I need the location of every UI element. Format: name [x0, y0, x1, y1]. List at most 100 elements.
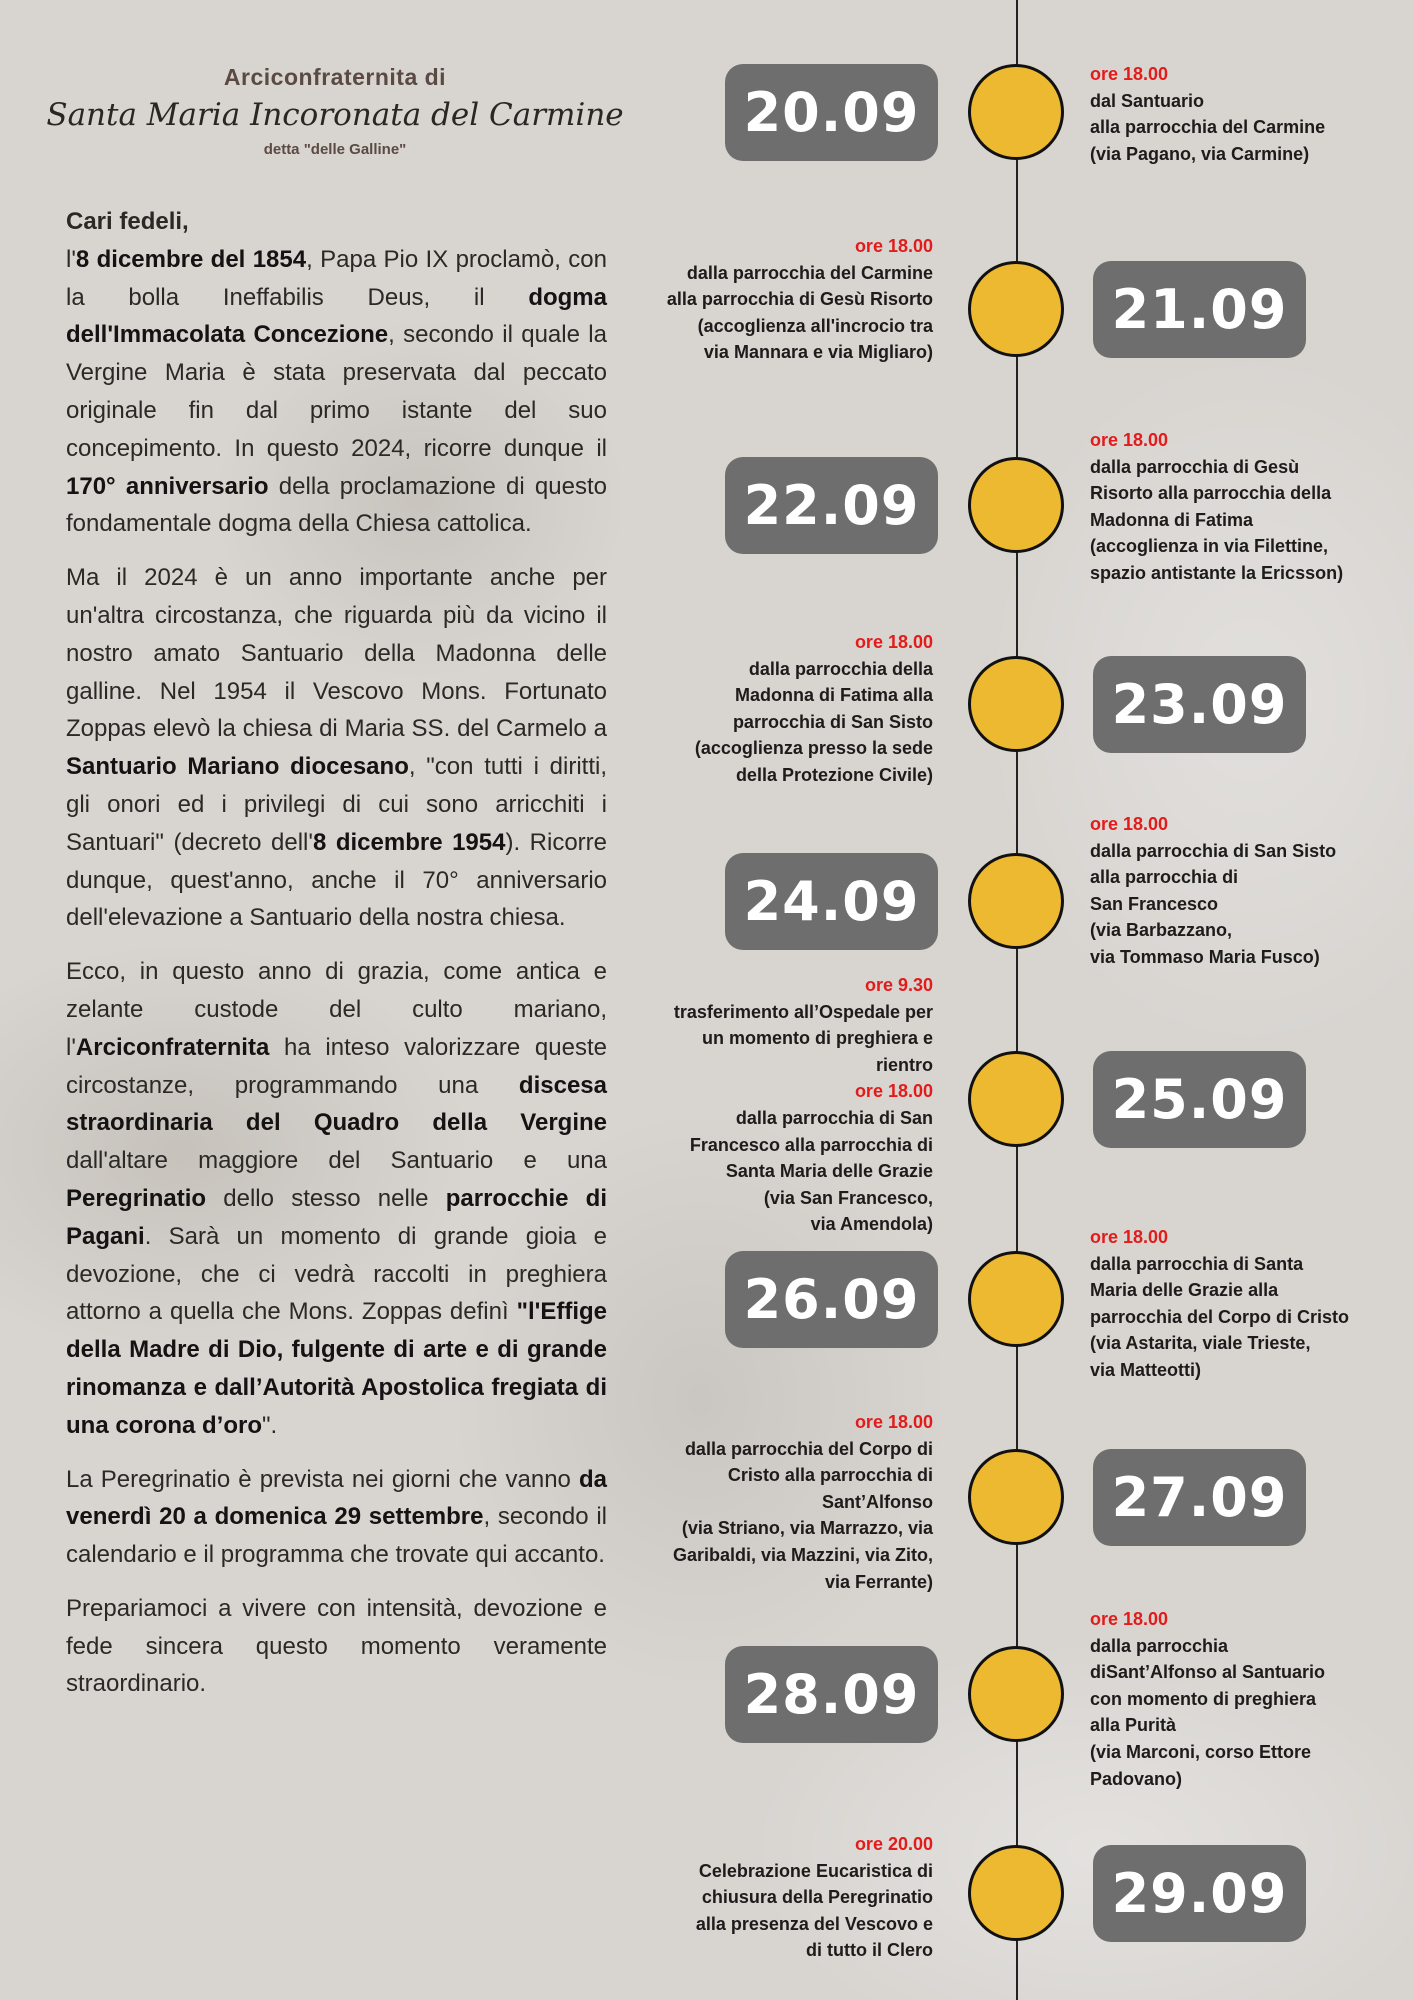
event-time: ore 18.00 — [1090, 64, 1169, 84]
timeline-dot — [968, 261, 1064, 357]
event-text-line: dalla parrocchia della — [748, 658, 933, 679]
letter-body: Cari fedeli, l'8 dicembre del 1854, Papa… — [66, 203, 607, 1719]
text-run: , secondo il calendario e il programma c… — [66, 1503, 608, 1569]
timeline-dot — [968, 853, 1064, 949]
event-time: ore 18.00 — [854, 1081, 933, 1102]
event-text-line: dalla parrocchia di San Sisto — [1090, 840, 1337, 861]
text-run: l' — [66, 245, 76, 273]
letter-paragraphs: l'8 dicembre del 1854, Papa Pio IX procl… — [66, 241, 607, 1703]
event-text-line: parrocchia di San Sisto — [732, 711, 933, 732]
event-text-line: dalla parrocchia del Corpo di — [684, 1438, 933, 1459]
timeline-dot — [968, 457, 1064, 553]
event-time: ore 18.00 — [854, 632, 933, 652]
date-badge: 28.09 — [725, 1646, 938, 1743]
event-text-line: via Mannara e via Migliaro) — [703, 342, 933, 363]
text-run: , Papa Pio IX proclamò, con la bolla Ine… — [66, 245, 607, 311]
event-time: ore 18.00 — [854, 1412, 933, 1432]
timeline-dot — [968, 1449, 1064, 1545]
event-text-line: dalla parrocchia di Santa — [1090, 1253, 1304, 1274]
date-badge: 23.09 — [1093, 656, 1306, 753]
event-text-line: diSant’Alfonso al Santuario — [1090, 1662, 1326, 1683]
event-text-line: rientro — [875, 1054, 933, 1075]
event-text-line: (accoglienza presso la sede — [694, 738, 933, 759]
text-run: Prepariamoci a vivere con intensità, dev… — [66, 1594, 607, 1698]
event-text-line: alla Purità — [1090, 1715, 1177, 1736]
bold-text: parrocchie di Pagani — [66, 1184, 608, 1250]
event-text-line: trasferimento all’Ospedale per — [673, 1001, 933, 1022]
date-badge: 27.09 — [1093, 1449, 1306, 1546]
event-description: ore 18.00 dalla parrocchia della Madonna d… — [613, 629, 933, 789]
event-text-line: (via Astarita, viale Trieste, — [1090, 1333, 1311, 1354]
date-badge: 21.09 — [1093, 261, 1306, 358]
event-text-line: Celebrazione Eucaristica di — [698, 1860, 933, 1881]
date-badge: 22.09 — [725, 457, 938, 554]
event-text-line: Padovano) — [1090, 1768, 1183, 1789]
event-text-line: con momento di preghiera — [1090, 1688, 1317, 1709]
event-text-line: (accoglienza all'incrocio tra — [697, 315, 933, 336]
letter-paragraph: Ecco, in questo anno di grazia, come ant… — [66, 953, 607, 1444]
date-badge: 29.09 — [1093, 1845, 1306, 1942]
event-time: ore 18.00 — [1090, 1609, 1169, 1629]
event-text-line: chiusura della Peregrinatio — [701, 1887, 933, 1908]
date-badge: 20.09 — [725, 64, 938, 161]
event-text-line: Risorto alla parrocchia della — [1090, 483, 1332, 504]
event-text-line: (via Striano, via Marrazzo, via — [681, 1518, 933, 1539]
event-text-line: alla parrocchia del Carmine — [1090, 117, 1326, 138]
text-run: ha inteso valorizzare queste circostanze… — [66, 1033, 607, 1099]
header-subtitle: detta "delle Galline" — [263, 141, 407, 158]
timeline-line — [1016, 0, 1018, 2000]
event-text-line: dalla parrocchia di San — [735, 1107, 933, 1128]
timeline-dot — [968, 1251, 1064, 1347]
event-text-line: dal Santuario — [1090, 90, 1205, 111]
bold-text: "l'Effige della Madre di Dio, fulgente d… — [66, 1298, 607, 1439]
bold-text: dogma dell'Immacolata Concezione — [66, 283, 607, 349]
event-text-line: Garibaldi, via Mazzini, via Zito, — [672, 1544, 933, 1565]
header-title: Santa Maria Incoronata del Carmine — [46, 97, 624, 133]
text-run: ". — [262, 1411, 278, 1439]
event-text-line: Francesco alla parrocchia di — [689, 1134, 933, 1155]
event-time: ore 18.00 — [1090, 430, 1169, 450]
event-text-line: Madonna di Fatima — [1090, 509, 1254, 530]
event-text-line: di tutto il Clero — [806, 1940, 933, 1961]
letter-paragraph: La Peregrinatio è prevista nei giorni ch… — [66, 1461, 607, 1574]
event-text-line: alla parrocchia di — [1090, 867, 1239, 888]
event-text-line: parrocchia del Corpo di Cristo — [1090, 1306, 1350, 1327]
event-text-line: (via San Francesco, — [763, 1187, 933, 1208]
event-text-line: Maria delle Grazie alla — [1090, 1280, 1279, 1301]
text-run: La Peregrinatio è prevista nei giorni ch… — [66, 1465, 579, 1493]
bold-text: Arciconfraternita — [75, 1033, 270, 1061]
event-text-line: (via Pagano, via Carmine) — [1090, 143, 1310, 164]
letter-paragraph: Prepariamoci a vivere con intensità, dev… — [66, 1590, 607, 1703]
event-text-line: della Protezione Civile) — [735, 764, 933, 785]
bold-text: discesa straordinaria del Quadro della V… — [66, 1071, 607, 1137]
event-text-line: (accoglienza in via Filettine, — [1090, 536, 1329, 557]
timeline-dot — [968, 656, 1064, 752]
event-description: ore 18.00 dalla parrocchia di San Sisto al… — [1090, 811, 1410, 971]
event-text-line: alla presenza del Vescovo e — [695, 1913, 933, 1934]
date-badge: 25.09 — [1093, 1051, 1306, 1148]
letter-greeting: Cari fedeli, — [66, 208, 189, 235]
event-text-line: via Ferrante) — [824, 1571, 933, 1592]
event-time: ore 20.00 — [854, 1834, 933, 1854]
event-text-line: Madonna di Fatima alla — [734, 685, 933, 706]
event-description: ore 18.00 dalla parrocchia del Corpo di Cr… — [613, 1409, 933, 1595]
header: Arciconfraternita di Santa Maria Incoron… — [40, 64, 630, 158]
event-text-line: (via Marconi, corso Ettore — [1090, 1741, 1312, 1762]
timeline-dot — [968, 1051, 1064, 1147]
event-description: ore 18.00 dalla parrocchia di Santa Maria … — [1090, 1224, 1410, 1384]
bold-text: 170° anniversario — [66, 472, 269, 500]
text-run: Ma il 2024 è un anno importante anche pe… — [66, 564, 607, 743]
date-badge: 24.09 — [725, 853, 938, 950]
event-description: ore 18.00 dalla parrocchia diSant’Alfonso … — [1090, 1606, 1410, 1792]
text-run: ). Ricorre dunque, quest'anno, anche il … — [66, 828, 607, 932]
event-time: ore 9.30 — [864, 975, 933, 995]
letter-paragraph: Ma il 2024 è un anno importante anche pe… — [66, 559, 607, 937]
event-text-line: dalla parrocchia del Carmine — [686, 262, 933, 283]
bold-text: da venerdì 20 a domenica 29 settembre — [66, 1465, 607, 1531]
event-description: ore 9.30 trasferimento all’Ospedale per un… — [613, 972, 933, 1238]
bold-text: Peregrinatio — [66, 1184, 207, 1212]
event-description: ore 18.00 dalla parrocchia del Carmine all… — [613, 233, 933, 366]
text-run: , secondo il quale la Vergine Maria è st… — [66, 321, 607, 462]
event-text-line: alla parrocchia di Gesù Risorto — [666, 289, 933, 310]
timeline-dot — [968, 1646, 1064, 1742]
